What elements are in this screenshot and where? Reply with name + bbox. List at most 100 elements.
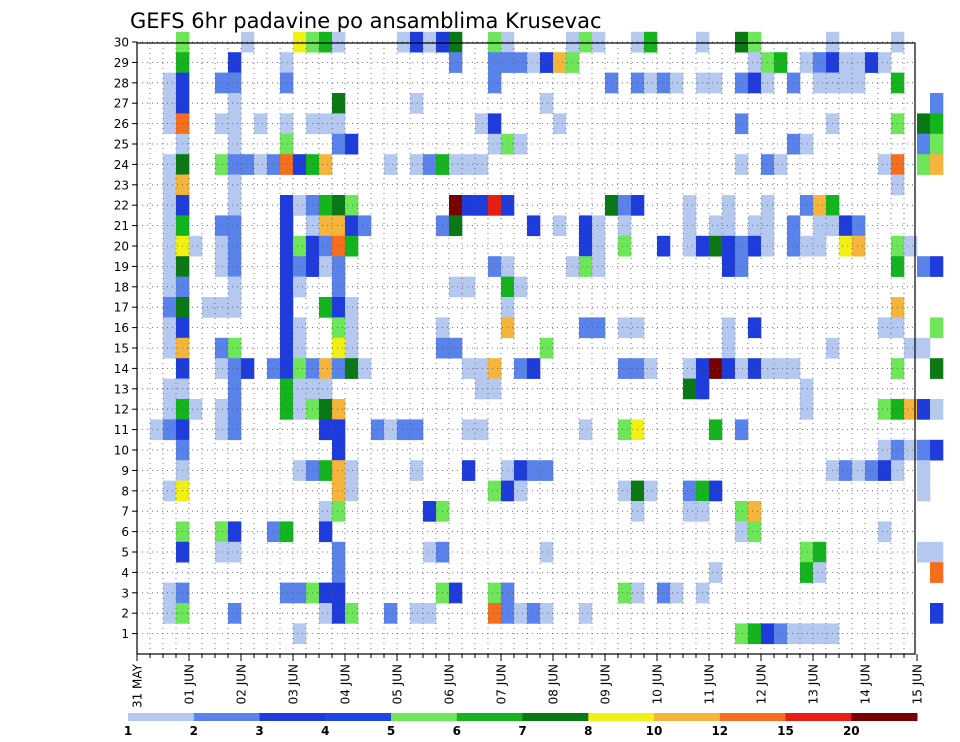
heatmap-cell	[930, 154, 944, 175]
heatmap-cell	[748, 72, 762, 94]
heatmap-cell	[683, 235, 697, 257]
heatmap-cell	[618, 235, 632, 257]
heatmap-cell	[280, 195, 294, 216]
y-tick-label: 5	[121, 546, 129, 560]
heatmap-cell	[930, 133, 944, 155]
heatmap-cell	[319, 582, 333, 604]
heatmap-cell	[735, 521, 749, 543]
heatmap-cell	[228, 276, 242, 298]
heatmap-cell	[319, 419, 333, 441]
y-tick-label: 17	[114, 301, 129, 315]
heatmap-cell	[280, 378, 294, 400]
heatmap-cell	[280, 215, 294, 237]
heatmap-cell	[293, 399, 307, 420]
heatmap-cell	[280, 358, 294, 379]
heatmap-cell	[319, 603, 333, 624]
heatmap-cell	[293, 623, 307, 645]
heatmap-cell	[267, 521, 281, 543]
heatmap-cell	[618, 582, 632, 604]
heatmap-cell	[553, 52, 567, 73]
heatmap-cell	[228, 399, 242, 420]
heatmap-cell	[709, 419, 723, 441]
x-tick-label: 07 JUN	[495, 664, 509, 704]
heatmap-cell	[735, 31, 749, 53]
x-tick-label: 09 JUN	[599, 664, 613, 704]
heatmap-cell	[462, 358, 476, 379]
heatmap-cell	[618, 195, 632, 216]
heatmap-cell	[332, 399, 346, 420]
heatmap-cell	[280, 317, 294, 339]
heatmap-cell	[878, 317, 892, 339]
heatmap-cell	[579, 31, 593, 53]
colorbar-legend: 1 2 3 4 5 6 7 8 10 12 15 20	[124, 713, 918, 738]
colorbar-label: 15	[777, 724, 794, 738]
heatmap-cell	[332, 113, 346, 135]
heatmap-cell	[527, 358, 541, 379]
heatmap-cell	[345, 480, 359, 502]
heatmap-cell	[215, 113, 229, 135]
heatmap-cell	[540, 603, 554, 624]
heatmap-cell	[878, 521, 892, 543]
heatmap-cell	[839, 235, 853, 257]
heatmap-cell	[345, 195, 359, 216]
heatmap-cell	[618, 419, 632, 441]
heatmap-cell	[449, 215, 463, 237]
heatmap-cell	[163, 378, 177, 400]
y-tick-label: 9	[121, 464, 129, 478]
heatmap-cell	[150, 419, 164, 441]
heatmap-cell	[293, 378, 307, 400]
heatmap-cell	[345, 337, 359, 359]
heatmap-cell	[748, 235, 762, 257]
y-axis: 1234567891011121314151617181920212223242…	[114, 36, 137, 641]
heatmap-cell	[228, 72, 242, 94]
heatmap-cell	[865, 52, 879, 73]
heatmap-cell	[319, 399, 333, 420]
heatmap-cell	[917, 113, 931, 135]
heatmap-cell	[202, 297, 216, 318]
heatmap-cell	[800, 133, 814, 155]
heatmap-cell	[345, 133, 359, 155]
heatmap-cell	[813, 562, 827, 583]
heatmap-cell	[280, 52, 294, 73]
heatmap-cell	[384, 419, 398, 441]
heatmap-cell	[410, 31, 424, 53]
y-tick-label: 23	[114, 178, 129, 192]
heatmap-cell	[293, 337, 307, 359]
heatmap-cell	[735, 154, 749, 175]
heatmap-cell	[254, 154, 268, 175]
heatmap-cell	[878, 52, 892, 73]
heatmap-cell	[852, 460, 866, 481]
heatmap-cell	[345, 215, 359, 237]
heatmap-cell	[878, 399, 892, 420]
heatmap-cell	[852, 215, 866, 237]
heatmap-cell	[228, 337, 242, 359]
heatmap-cell	[410, 603, 424, 624]
heatmap-cell	[917, 399, 931, 420]
x-axis: 31 MAY 01 JUN 02 JUN 03 JUN 04 JUN 05 JUN 06 J…	[131, 654, 925, 708]
x-tick-label: 08 JUN	[547, 664, 561, 704]
heatmap-cell	[618, 480, 632, 502]
heatmap-cell	[514, 603, 528, 624]
heatmap-cell	[852, 72, 866, 94]
heatmap-cell	[917, 133, 931, 155]
heatmap-cell	[683, 358, 697, 379]
heatmap-cell	[332, 93, 346, 114]
heatmap-cell	[280, 297, 294, 318]
heatmap-cell	[163, 582, 177, 604]
y-tick-label: 25	[114, 138, 129, 152]
heatmap-cell	[579, 235, 593, 257]
colorbar-swatch	[588, 713, 655, 721]
heatmap-cell	[319, 460, 333, 481]
heatmap-cell	[657, 235, 671, 257]
heatmap-cell	[475, 113, 489, 135]
colorbar-label: 3	[255, 724, 263, 738]
heatmap-cell	[488, 52, 502, 73]
heatmap-cell	[332, 215, 346, 237]
heatmap-cell	[735, 501, 749, 522]
heatmap-cell	[215, 235, 229, 257]
heatmap-cell	[280, 113, 294, 135]
heatmap-cell	[917, 460, 931, 481]
heatmap-cell	[215, 419, 229, 441]
heatmap-cell	[358, 215, 372, 237]
x-tick-label: 01 JUN	[183, 664, 197, 704]
